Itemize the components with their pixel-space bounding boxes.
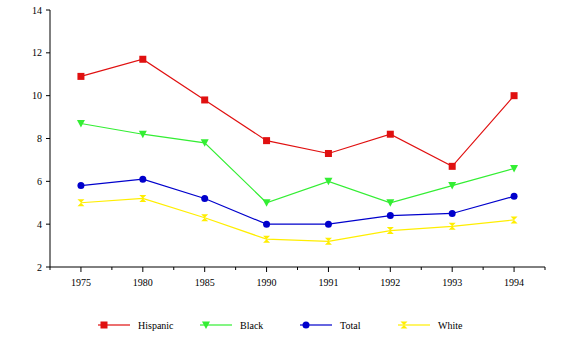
legend: Hispanic Black Total White — [98, 320, 463, 331]
legend-label: Hispanic — [138, 320, 174, 331]
legend-marker — [101, 322, 108, 329]
x-tick — [328, 267, 329, 272]
y-tick — [46, 224, 50, 225]
legend-label: Black — [240, 320, 263, 331]
y-tick-label: 2 — [37, 262, 42, 273]
y-tick — [46, 95, 50, 96]
series-marker — [387, 227, 394, 234]
series-marker — [324, 178, 332, 186]
x-tick — [390, 267, 391, 272]
x-band-tick — [50, 267, 51, 270]
series-line — [81, 59, 514, 166]
series-marker — [511, 193, 518, 200]
y-tick-label: 14 — [32, 5, 42, 16]
x-tick — [266, 267, 267, 272]
series-marker — [201, 139, 209, 147]
series-marker — [449, 210, 456, 217]
series-marker — [325, 150, 332, 157]
legend-label: Total — [340, 320, 361, 331]
series-marker — [77, 182, 84, 189]
x-band-tick — [297, 267, 298, 270]
series-marker — [449, 223, 456, 230]
chart: 2 4 6 8 10 12 14 1975 1980 1985 1990 1991 1992 1993 19… — [0, 0, 576, 345]
series-marker — [511, 216, 518, 223]
y-tick — [46, 10, 50, 11]
series-marker — [77, 199, 84, 206]
legend-line — [398, 324, 430, 325]
x-tick — [80, 267, 81, 272]
series-marker — [386, 199, 394, 207]
series-marker — [139, 195, 146, 202]
y-tick — [46, 138, 50, 139]
series-marker — [201, 214, 208, 221]
x-tick — [204, 267, 205, 272]
y-tick — [46, 52, 50, 53]
x-tick-label: 1991 — [318, 277, 338, 288]
legend-marker — [202, 322, 210, 330]
series-marker — [510, 165, 518, 173]
x-band-tick — [421, 267, 422, 270]
y-tick — [46, 267, 50, 268]
x-band-tick — [359, 267, 360, 270]
x-tick — [142, 267, 143, 272]
legend-marker — [401, 322, 408, 329]
x-tick-label: 1992 — [380, 277, 400, 288]
series-marker — [263, 221, 270, 228]
y-tick-label: 6 — [37, 176, 42, 187]
x-band-tick — [173, 267, 174, 270]
series-line — [81, 179, 514, 224]
series-marker — [139, 56, 146, 63]
series-marker — [448, 182, 456, 190]
y-tick-label: 8 — [37, 133, 42, 144]
series-marker — [325, 221, 332, 228]
series-marker — [77, 73, 84, 80]
x-tick-label: 1990 — [257, 277, 277, 288]
series-line — [81, 124, 514, 203]
y-tick-label: 12 — [32, 47, 42, 58]
y-tick-label: 10 — [32, 90, 42, 101]
x-band-tick — [483, 267, 484, 270]
series-marker — [201, 195, 208, 202]
y-tick — [46, 181, 50, 182]
x-tick-label: 1980 — [133, 277, 153, 288]
x-tick-label: 1993 — [442, 277, 462, 288]
series-marker — [263, 236, 270, 243]
legend-marker — [303, 322, 310, 329]
x-tick — [452, 267, 453, 272]
x-tick — [514, 267, 515, 272]
series-marker — [449, 163, 456, 170]
series-marker — [77, 120, 85, 128]
x-tick-label: 1975 — [71, 277, 91, 288]
series-marker — [201, 96, 208, 103]
series-marker — [139, 131, 147, 139]
x-band-tick — [235, 267, 236, 270]
x-band-tick — [545, 267, 546, 270]
series-marker — [325, 238, 332, 245]
series-marker — [511, 92, 518, 99]
series-line — [81, 198, 514, 241]
x-band-tick — [111, 267, 112, 270]
x-tick-label: 1994 — [504, 277, 524, 288]
legend-label: White — [438, 320, 463, 331]
plot-area — [77, 56, 518, 245]
y-tick-label: 4 — [37, 219, 42, 230]
series-marker — [139, 176, 146, 183]
x-tick-label: 1985 — [195, 277, 215, 288]
series-marker — [263, 199, 271, 207]
series-marker — [263, 137, 270, 144]
series-marker — [387, 212, 394, 219]
series-marker — [387, 131, 394, 138]
